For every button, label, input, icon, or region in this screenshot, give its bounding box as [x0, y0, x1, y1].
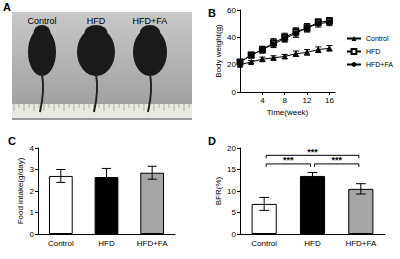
svg-text:4: 4 — [30, 144, 35, 153]
svg-text:20: 20 — [227, 60, 236, 69]
svg-text:5: 5 — [232, 208, 237, 217]
svg-text:20: 20 — [227, 144, 236, 153]
svg-text:2: 2 — [30, 187, 35, 196]
svg-text:***: *** — [283, 155, 294, 165]
svg-text:0: 0 — [30, 230, 35, 239]
svg-text:HFD: HFD — [98, 239, 115, 248]
svg-text:HFD+FA: HFD+FA — [133, 16, 168, 26]
svg-text:A: A — [3, 1, 11, 13]
svg-text:Body weight(g): Body weight(g) — [214, 24, 223, 78]
svg-text:C: C — [8, 135, 16, 147]
svg-text:3: 3 — [30, 165, 35, 174]
svg-text:10: 10 — [227, 187, 236, 196]
svg-text:16: 16 — [325, 96, 334, 105]
svg-text:HFD: HFD — [304, 239, 321, 248]
svg-text:B: B — [208, 7, 216, 19]
svg-text:1: 1 — [30, 208, 35, 217]
svg-text:Control: Control — [27, 16, 56, 26]
svg-text:12: 12 — [303, 96, 312, 105]
svg-text:60: 60 — [227, 6, 236, 15]
svg-text:BFR(%): BFR(%) — [214, 176, 223, 205]
svg-text:***: *** — [307, 147, 318, 157]
svg-text:HFD: HFD — [366, 48, 380, 55]
svg-text:0: 0 — [232, 230, 237, 239]
svg-text:15: 15 — [227, 165, 236, 174]
svg-text:Time(week): Time(week) — [267, 108, 309, 117]
svg-text:HFD+FA: HFD+FA — [345, 239, 377, 248]
svg-text:40: 40 — [227, 33, 236, 42]
svg-text:HFD+FA: HFD+FA — [137, 239, 169, 248]
svg-text:HFD: HFD — [87, 16, 106, 26]
svg-text:***: *** — [331, 155, 342, 165]
svg-text:Food intake(g/day): Food intake(g/day) — [16, 157, 25, 224]
svg-text:4: 4 — [260, 96, 265, 105]
svg-text:HFD+FA: HFD+FA — [366, 61, 393, 68]
svg-text:0: 0 — [232, 88, 237, 97]
svg-text:Control: Control — [48, 239, 74, 248]
svg-text:Control: Control — [251, 239, 277, 248]
svg-text:D: D — [208, 135, 216, 147]
svg-text:8: 8 — [282, 96, 287, 105]
svg-text:Control: Control — [366, 35, 389, 42]
